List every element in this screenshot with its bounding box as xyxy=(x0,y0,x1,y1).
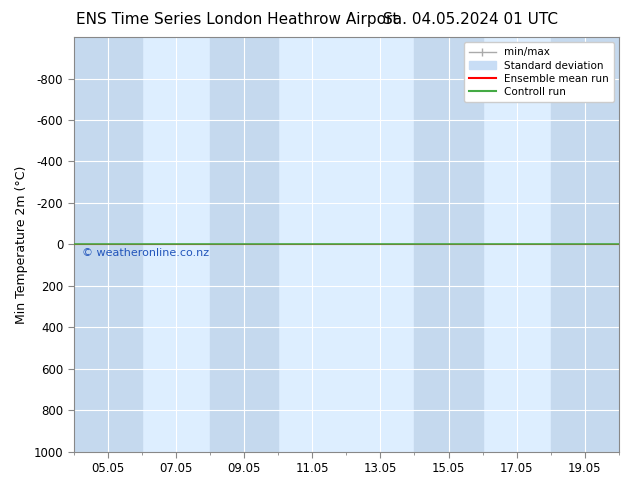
Legend: min/max, Standard deviation, Ensemble mean run, Controll run: min/max, Standard deviation, Ensemble me… xyxy=(464,42,614,102)
Bar xyxy=(74,37,142,452)
Bar xyxy=(415,37,482,452)
Text: © weatheronline.co.nz: © weatheronline.co.nz xyxy=(82,248,209,258)
Y-axis label: Min Temperature 2m (°C): Min Temperature 2m (°C) xyxy=(15,165,28,323)
Bar xyxy=(210,37,278,452)
Bar xyxy=(551,37,619,452)
Text: ENS Time Series London Heathrow Airport: ENS Time Series London Heathrow Airport xyxy=(76,12,398,27)
Text: Sa. 04.05.2024 01 UTC: Sa. 04.05.2024 01 UTC xyxy=(383,12,558,27)
